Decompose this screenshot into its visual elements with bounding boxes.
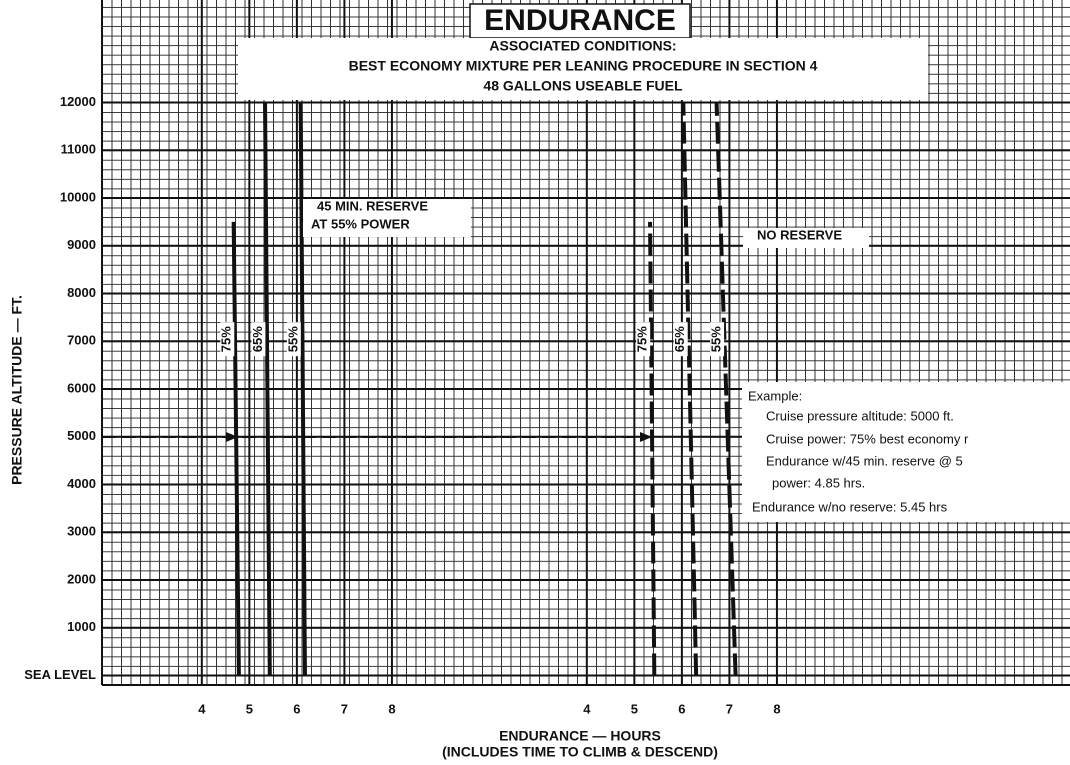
x-tick-label: 4 [198, 701, 206, 716]
arrow [640, 432, 652, 442]
example-text: Cruise pressure altitude: 5000 ft. [766, 408, 954, 423]
x-tick-label: 4 [583, 701, 591, 716]
x-tick-label: 8 [388, 701, 395, 716]
annotation-box [743, 228, 869, 248]
example-text: Cruise power: 75% best economy r [766, 431, 969, 446]
y-tick-label: 7000 [67, 333, 96, 348]
y-tick-label: SEA LEVEL [24, 667, 96, 682]
y-tick-label: 6000 [67, 380, 96, 395]
example-text: Endurance w/45 min. reserve @ 5 [766, 453, 963, 468]
y-tick-label: 9000 [67, 237, 96, 252]
series-line [714, 102, 738, 676]
conditions-box [238, 38, 928, 100]
x-tick-label: 5 [631, 701, 638, 716]
example-text: power: 4.85 hrs. [772, 475, 865, 490]
conditions: ASSOCIATED CONDITIONS: [489, 38, 676, 54]
series-label: 55% [285, 326, 300, 352]
label-bg [251, 322, 266, 357]
series-label: 75% [219, 326, 234, 352]
series-label: 75% [635, 326, 650, 352]
annotation: AT 55% POWER [311, 216, 410, 231]
series-line [298, 102, 307, 676]
x-axis-sublabel: (INCLUDES TIME TO CLIMB & DESCEND) [442, 744, 718, 760]
y-tick-label: 5000 [67, 428, 96, 443]
label-bg [673, 322, 688, 357]
x-tick-label: 7 [726, 701, 733, 716]
y-tick-label: 1000 [67, 619, 96, 634]
x-tick-label: 8 [773, 701, 780, 716]
series-label: 65% [250, 326, 265, 352]
label-bg [636, 322, 651, 357]
series-line [648, 221, 657, 676]
label-bg [710, 322, 725, 357]
chart-title: ENDURANCE [484, 4, 676, 37]
y-tick-label: 4000 [67, 476, 96, 491]
conditions: 48 GALLONS USEABLE FUEL [483, 78, 683, 94]
y-tick-label: 10000 [60, 189, 96, 204]
label-bg [220, 322, 235, 357]
x-tick-label: 6 [293, 701, 300, 716]
y-tick-label: 11000 [61, 142, 96, 157]
title-box [469, 3, 691, 39]
label-bg [286, 322, 301, 357]
x-tick-label: 7 [341, 701, 348, 716]
y-axis-label: PRESSURE ALTITUDE — FT. [9, 295, 25, 485]
annotation-box [303, 199, 471, 237]
series-line [263, 102, 272, 676]
series-label: 65% [672, 326, 687, 352]
annotation: 45 MIN. RESERVE [317, 198, 428, 213]
y-tick-label: 8000 [67, 285, 96, 300]
y-tick-label: 2000 [67, 571, 96, 586]
y-tick-label: 12000 [60, 94, 96, 109]
series-line [231, 221, 241, 676]
series-label: 55% [709, 326, 724, 352]
conditions: BEST ECONOMY MIXTURE PER LEANING PROCEDU… [349, 58, 818, 74]
y-tick-label: 3000 [67, 524, 96, 539]
annotation: NO RESERVE [757, 227, 842, 242]
arrow [226, 432, 238, 442]
series-line [681, 102, 699, 676]
x-tick-label: 6 [678, 701, 685, 716]
example-text: Example: [748, 388, 802, 403]
x-axis-label: ENDURANCE — HOURS [499, 728, 661, 744]
example-box [742, 382, 1070, 522]
x-tick-label: 5 [246, 701, 253, 716]
example-text: Endurance w/no reserve: 5.45 hrs [752, 499, 948, 514]
